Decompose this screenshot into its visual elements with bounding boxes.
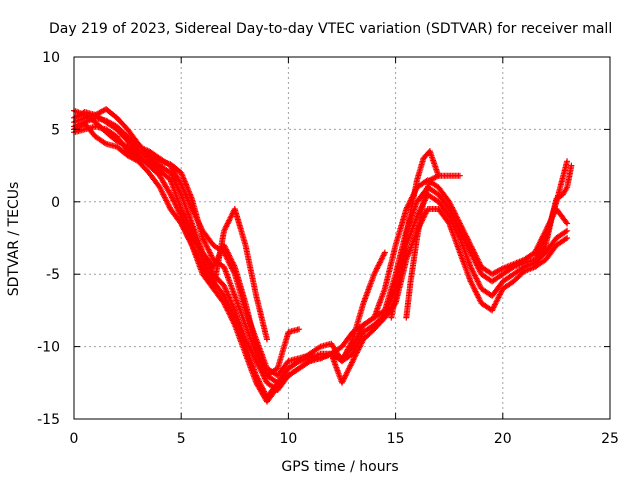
data-point	[305, 359, 312, 365]
data-point	[564, 227, 571, 234]
series-track-9	[403, 172, 442, 321]
data-marks	[71, 106, 575, 405]
x-tick-label: 25	[601, 431, 619, 447]
x-axis-label: GPS time / hours	[281, 459, 398, 475]
x-tick-label: 0	[70, 431, 79, 447]
data-point	[498, 266, 505, 273]
grid	[74, 57, 610, 419]
y-tick-label: -10	[37, 340, 60, 356]
data-point	[296, 326, 303, 333]
series-track-7	[167, 206, 270, 343]
data-point	[563, 219, 570, 226]
data-point	[564, 235, 571, 241]
y-tick-label: -5	[46, 267, 60, 283]
series-track-4	[71, 123, 571, 401]
x-tick-label: 5	[177, 431, 186, 447]
y-axis-label: SDTVAR / TECUs	[6, 182, 22, 297]
data-point	[456, 172, 463, 179]
data-point	[435, 172, 442, 179]
data-point	[101, 140, 108, 146]
x-tick-label: 10	[279, 431, 297, 447]
y-tick-label: -15	[37, 412, 60, 428]
y-tick-label: 10	[42, 50, 60, 66]
y-tick-label: 0	[51, 195, 60, 211]
chart-title: Day 219 of 2023, Sidereal Day-to-day VTE…	[49, 21, 612, 37]
data-point	[381, 249, 388, 256]
data-point	[562, 228, 569, 235]
x-tick-label: 20	[494, 431, 512, 447]
data-point	[264, 336, 270, 343]
x-axis-ticks: 0 5 10 15 20 25	[70, 57, 619, 447]
data-point	[564, 220, 571, 227]
y-tick-label: 5	[51, 122, 60, 138]
x-tick-label: 15	[387, 431, 405, 447]
plot-frame	[73, 56, 611, 420]
data-point	[568, 162, 575, 169]
y-axis-ticks: -15 -10 -5 0 5 10	[37, 50, 610, 428]
data-point	[564, 158, 571, 165]
series-track-10	[532, 162, 575, 270]
data-point	[562, 235, 569, 242]
